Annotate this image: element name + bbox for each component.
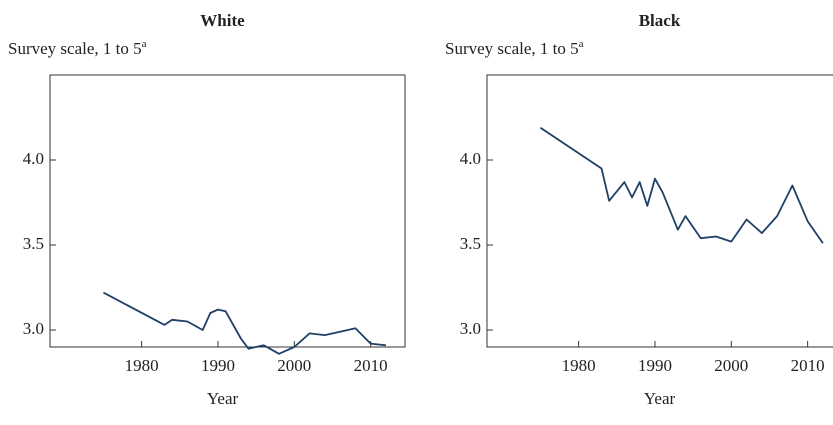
panel: White Survey scale, 1 to 5a 3.0 3.5 4.0 1980 1… <box>8 11 406 408</box>
x-axis-label: Year <box>644 389 676 408</box>
data-line <box>103 291 387 355</box>
data-line <box>539 126 824 244</box>
x-tick-label: 1990 <box>638 356 672 375</box>
x-tick-label: 1980 <box>562 356 596 375</box>
panel: Black Survey scale, 1 to 5a 3.0 3.5 4.0 1980 1… <box>445 11 833 408</box>
y-axis-label-note: a <box>579 38 584 50</box>
x-tick-label: 2000 <box>714 356 748 375</box>
y-tick-label: 3.0 <box>23 319 44 338</box>
y-axis-label-note: a <box>142 38 147 50</box>
y-axis-label: Survey scale, 1 to 5a <box>445 38 584 58</box>
panel-title: Black <box>639 11 681 30</box>
y-tick-label: 3.0 <box>460 319 481 338</box>
x-tick-label: 1980 <box>125 356 159 375</box>
plot-frame <box>486 74 833 348</box>
y-axis-label-text: Survey scale, 1 to 5 <box>8 39 142 58</box>
y-tick-label: 3.5 <box>23 234 44 253</box>
x-tick-label: 2000 <box>277 356 311 375</box>
y-tick-label: 4.0 <box>460 149 481 168</box>
panel-title: White <box>200 11 245 30</box>
x-tick-label: 1990 <box>201 356 235 375</box>
x-tick-label: 2010 <box>354 356 388 375</box>
y-tick-label: 4.0 <box>23 149 44 168</box>
y-axis-label: Survey scale, 1 to 5a <box>8 38 147 58</box>
y-tick-label: 3.5 <box>460 234 481 253</box>
x-axis-label: Year <box>207 389 239 408</box>
x-tick-label: 2010 <box>791 356 825 375</box>
y-axis-label-text: Survey scale, 1 to 5 <box>445 39 579 58</box>
plot-frame <box>49 74 406 348</box>
